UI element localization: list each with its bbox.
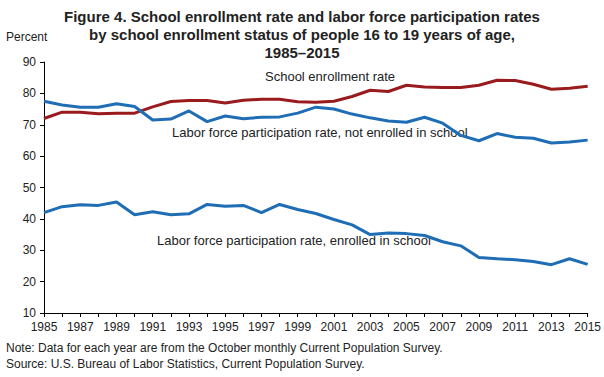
svg-text:2015: 2015 (574, 320, 601, 334)
svg-text:1993: 1993 (176, 320, 203, 334)
svg-text:1985–2015: 1985–2015 (264, 44, 339, 61)
svg-text:30: 30 (23, 243, 37, 257)
svg-text:2001: 2001 (321, 320, 348, 334)
svg-text:School enrollment rate: School enrollment rate (265, 69, 395, 84)
svg-text:Percent: Percent (6, 30, 48, 44)
svg-text:10: 10 (23, 306, 37, 320)
svg-text:1987: 1987 (67, 320, 94, 334)
svg-text:2011: 2011 (502, 320, 528, 334)
svg-text:Figure 4. School enrollment ra: Figure 4. School enrollment rate and lab… (64, 8, 540, 25)
svg-text:20: 20 (23, 275, 37, 289)
svg-text:1989: 1989 (103, 320, 130, 334)
svg-text:2009: 2009 (466, 320, 493, 334)
svg-text:60: 60 (23, 149, 37, 163)
svg-text:1991: 1991 (139, 320, 166, 334)
svg-text:by school enrollment status of: by school enrollment status of people 16… (85, 26, 519, 43)
svg-text:Labor force participation rate: Labor force participation rate, enrolled… (157, 233, 431, 248)
svg-text:90: 90 (23, 55, 37, 69)
svg-text:2005: 2005 (393, 320, 420, 334)
svg-text:1999: 1999 (284, 320, 311, 334)
svg-text:2007: 2007 (429, 320, 456, 334)
svg-text:2003: 2003 (357, 320, 384, 334)
svg-text:80: 80 (23, 86, 37, 100)
svg-text:1995: 1995 (212, 320, 239, 334)
svg-text:1997: 1997 (248, 320, 275, 334)
svg-text:Labor force participation rate: Labor force participation rate, not enro… (172, 125, 468, 140)
svg-text:Source: U.S. Bureau of Labor S: Source: U.S. Bureau of Labor Statistics,… (6, 357, 365, 371)
svg-text:50: 50 (23, 181, 37, 195)
svg-text:2013: 2013 (538, 320, 565, 334)
svg-text:40: 40 (23, 212, 37, 226)
svg-text:1985: 1985 (31, 320, 58, 334)
svg-text:70: 70 (23, 118, 37, 132)
svg-text:Note: Data for each year are f: Note: Data for each year are from the Oc… (6, 341, 443, 355)
